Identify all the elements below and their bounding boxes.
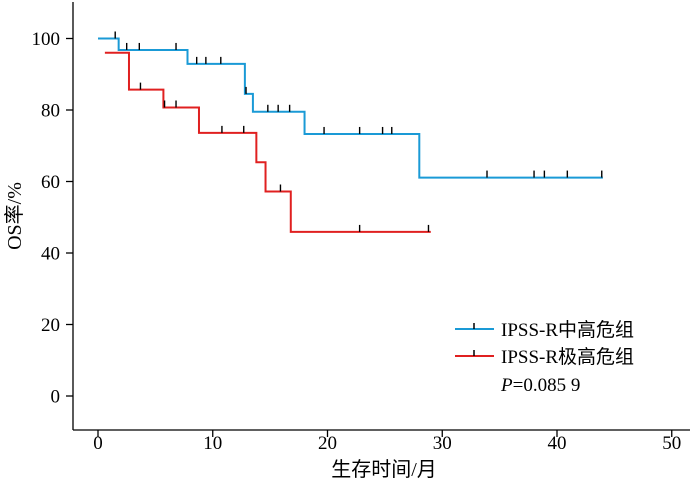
y-tick-label: 80 (41, 101, 60, 122)
legend-entry-intermediate-high: IPSS-R中高危组 (455, 319, 634, 341)
x-tick-label: 40 (548, 433, 567, 454)
survival-curve-0 (98, 37, 603, 179)
axes (72, 2, 690, 431)
series-layer (98, 31, 603, 233)
y-tick-label: 40 (41, 244, 60, 265)
y-tick-label: 20 (41, 315, 60, 336)
x-tick-label: 0 (93, 433, 103, 454)
y-tick-label: 0 (51, 387, 61, 408)
x-tick-label: 10 (203, 433, 222, 454)
x-tick-label: 20 (318, 433, 337, 454)
legend-label: IPSS-R极高危组 (501, 346, 634, 368)
survival-curve-1 (104, 51, 431, 233)
x-tick-label: 50 (662, 433, 681, 454)
y-tick-label: 100 (32, 29, 61, 50)
legend-label: IPSS-R中高危组 (501, 319, 634, 341)
ticks: 0 10 20 30 40 50 0 20 40 60 80 100 (32, 29, 682, 454)
x-tick-label: 30 (433, 433, 452, 454)
legend-entry-very-high: IPSS-R极高危组 (455, 346, 634, 368)
p-value-annotation: P=0.085 9 (500, 375, 580, 396)
y-axis-title: OS率/% (3, 182, 26, 250)
x-axis-title: 生存时间/月 (331, 458, 437, 481)
y-tick-label: 60 (41, 172, 60, 193)
legend: IPSS-R中高危组 IPSS-R极高危组 P=0.085 9 (455, 319, 634, 396)
